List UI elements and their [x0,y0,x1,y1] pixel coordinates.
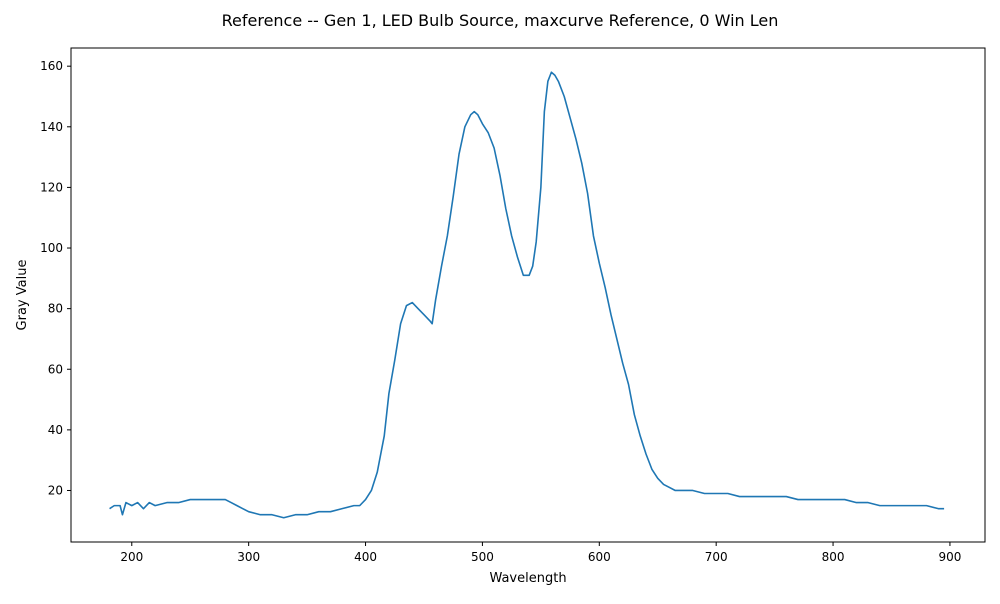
x-tick-label: 900 [938,550,961,564]
plot-frame [70,47,986,543]
chart-title: Reference -- Gen 1, LED Bulb Source, max… [222,11,779,30]
x-tick-label: 500 [471,550,494,564]
y-tick-label: 20 [48,483,63,497]
x-tick-label: 600 [588,550,611,564]
y-tick-label: 120 [40,180,63,194]
y-tick-label: 60 [48,362,63,376]
y-tick-label: 40 [48,423,63,437]
y-tick-label: 80 [48,302,63,316]
series-line [109,71,945,519]
y-tick-label: 140 [40,120,63,134]
y-tick-label: 160 [40,59,63,73]
x-tick-label: 300 [237,550,260,564]
y-axis-label: Gray Value [15,260,30,331]
x-tick-label: 200 [120,550,143,564]
y-tick-label: 100 [40,241,63,255]
x-tick-label: 400 [354,550,377,564]
plot-area [109,71,945,519]
x-tick-label: 700 [705,550,728,564]
x-axis: 200 300 400 500 600 700 800 900 [120,542,961,564]
x-axis-label: Wavelength [489,571,566,586]
x-tick-label: 800 [822,550,845,564]
y-axis: 20 40 60 80 100 120 140 160 [40,59,71,497]
